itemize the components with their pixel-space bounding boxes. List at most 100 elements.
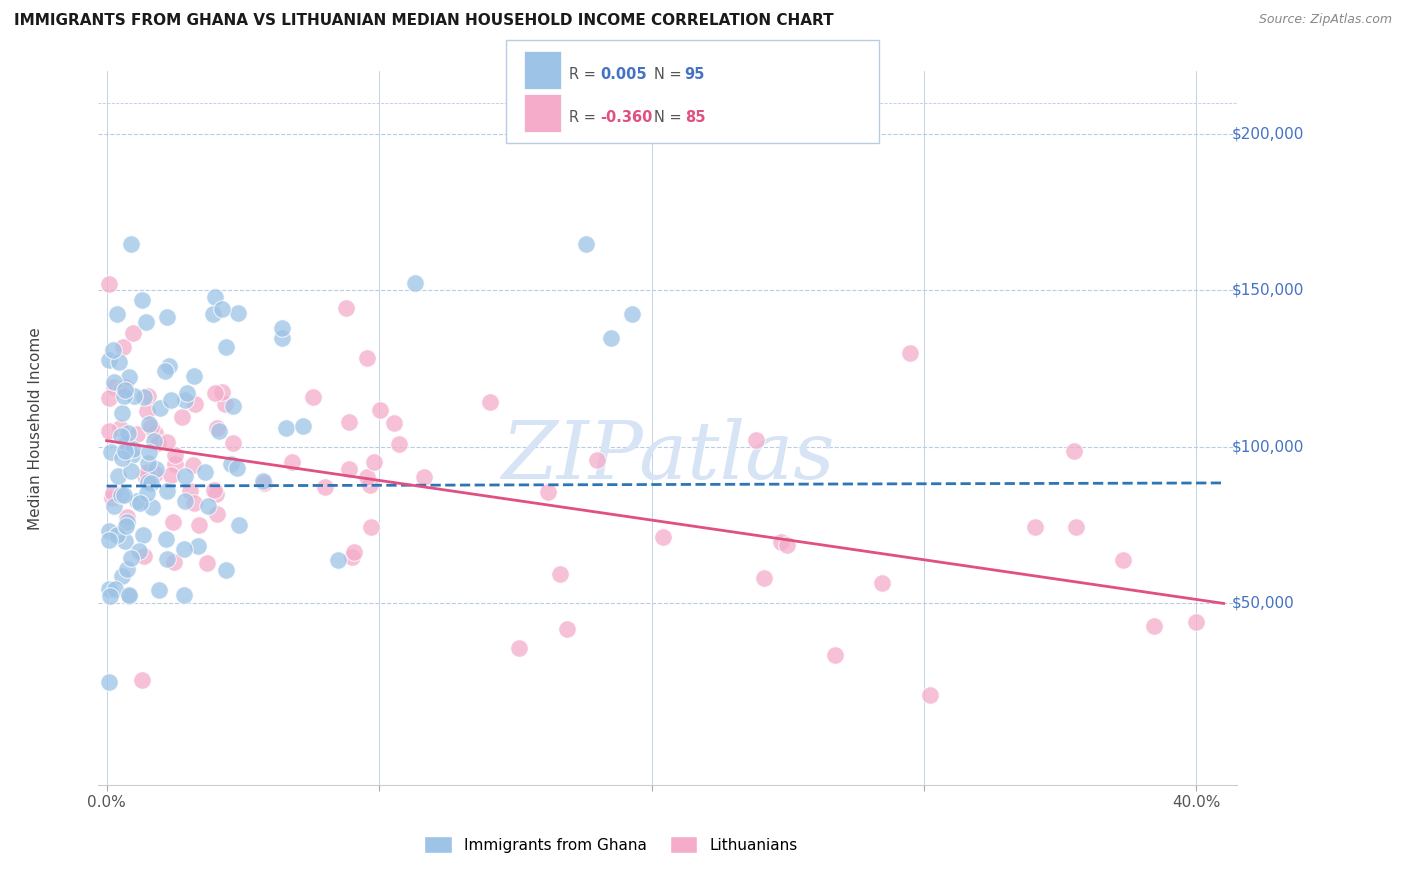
- Point: [211, 301, 233, 316]
- Point: [1143, 618, 1166, 632]
- Point: [343, 545, 366, 559]
- Point: [165, 458, 187, 472]
- Point: [110, 383, 132, 397]
- Text: $150,000: $150,000: [1232, 283, 1305, 298]
- Point: [174, 393, 197, 408]
- Point: [132, 528, 155, 542]
- Point: [103, 375, 125, 389]
- Point: [194, 465, 217, 479]
- Point: [197, 499, 219, 513]
- Point: [145, 462, 167, 476]
- Point: [226, 306, 249, 320]
- Point: [184, 397, 207, 411]
- Point: [134, 469, 156, 483]
- Point: [105, 528, 128, 542]
- Point: [115, 436, 138, 450]
- Point: [222, 399, 245, 413]
- Point: [100, 444, 122, 458]
- Point: [155, 533, 177, 547]
- Point: [368, 402, 391, 417]
- Point: [118, 588, 141, 602]
- Point: [114, 534, 136, 549]
- Point: [121, 449, 143, 463]
- Text: IMMIGRANTS FROM GHANA VS LITHUANIAN MEDIAN HOUSEHOLD INCOME CORRELATION CHART: IMMIGRANTS FROM GHANA VS LITHUANIAN MEDI…: [14, 13, 834, 29]
- Point: [136, 457, 159, 471]
- Point: [98, 424, 121, 438]
- Point: [211, 385, 233, 400]
- Point: [170, 409, 193, 424]
- Point: [181, 458, 204, 473]
- Point: [207, 507, 229, 521]
- Point: [413, 470, 436, 484]
- Point: [388, 437, 411, 451]
- Point: [555, 622, 578, 636]
- Text: N =: N =: [654, 110, 686, 125]
- Point: [920, 688, 942, 702]
- Point: [115, 436, 138, 450]
- Point: [120, 464, 142, 478]
- Point: [112, 488, 135, 502]
- Point: [222, 435, 245, 450]
- Point: [125, 494, 148, 508]
- Point: [143, 425, 166, 440]
- Point: [156, 434, 179, 449]
- Point: [98, 524, 121, 538]
- Point: [160, 392, 183, 407]
- Point: [824, 648, 846, 662]
- Point: [195, 556, 218, 570]
- Point: [187, 517, 209, 532]
- Point: [183, 369, 205, 384]
- Point: [252, 474, 274, 488]
- Point: [337, 415, 360, 429]
- Point: [1111, 553, 1133, 567]
- Text: $50,000: $50,000: [1232, 596, 1295, 611]
- Point: [155, 552, 177, 566]
- Point: [776, 537, 799, 551]
- Point: [274, 420, 297, 434]
- Point: [652, 530, 675, 544]
- Point: [138, 471, 160, 485]
- Point: [98, 277, 121, 292]
- Point: [586, 453, 609, 467]
- Point: [548, 566, 571, 581]
- Point: [162, 515, 184, 529]
- Point: [174, 494, 197, 508]
- Text: 0.005: 0.005: [600, 67, 647, 82]
- Point: [111, 406, 134, 420]
- Point: [98, 353, 121, 368]
- Point: [114, 444, 136, 458]
- Point: [103, 380, 125, 394]
- Point: [115, 516, 138, 530]
- Point: [359, 478, 381, 492]
- Text: $200,000: $200,000: [1232, 127, 1305, 142]
- Point: [745, 433, 768, 447]
- Point: [214, 397, 236, 411]
- Point: [201, 307, 224, 321]
- Point: [356, 470, 378, 484]
- Point: [205, 420, 228, 434]
- Point: [118, 370, 141, 384]
- Point: [156, 483, 179, 498]
- Point: [136, 466, 159, 480]
- Point: [136, 485, 159, 500]
- Point: [103, 500, 125, 514]
- Point: [111, 568, 134, 582]
- Point: [225, 461, 247, 475]
- Point: [118, 589, 141, 603]
- Point: [98, 391, 121, 405]
- Text: Source: ZipAtlas.com: Source: ZipAtlas.com: [1258, 13, 1392, 27]
- Point: [363, 454, 385, 468]
- Point: [214, 340, 236, 354]
- Point: [111, 450, 134, 465]
- Point: [202, 483, 225, 497]
- Point: [141, 420, 163, 434]
- Legend: Immigrants from Ghana, Lithuanians: Immigrants from Ghana, Lithuanians: [418, 830, 804, 859]
- Point: [136, 475, 159, 490]
- Point: [121, 442, 143, 456]
- Point: [575, 236, 598, 251]
- Point: [98, 589, 121, 603]
- Point: [208, 424, 231, 438]
- Point: [253, 476, 276, 491]
- Point: [138, 389, 160, 403]
- Point: [146, 436, 169, 450]
